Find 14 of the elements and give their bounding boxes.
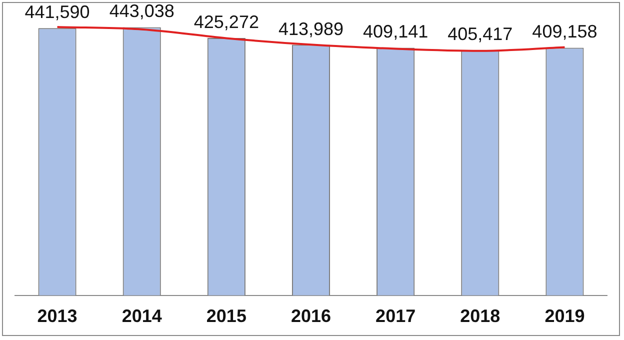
- x-tick-label: 2016: [290, 306, 332, 326]
- data-label: 425,272: [194, 12, 259, 32]
- x-tick-label: 2015: [206, 306, 246, 326]
- data-label: 405,417: [448, 24, 513, 44]
- x-tick-label: 2017: [376, 306, 416, 326]
- data-label: 409,158: [532, 22, 598, 42]
- data-label: 409,141: [363, 22, 428, 42]
- x-tick-label: 2014: [122, 306, 162, 326]
- data-label: 413,989: [278, 18, 344, 39]
- data-label: 441,590: [24, 2, 90, 22]
- x-tick-label: 2013: [37, 306, 78, 326]
- x-tick-label: 2018: [460, 306, 500, 326]
- x-tick-label: 2019: [544, 306, 585, 326]
- data-label: 443,038: [109, 1, 174, 22]
